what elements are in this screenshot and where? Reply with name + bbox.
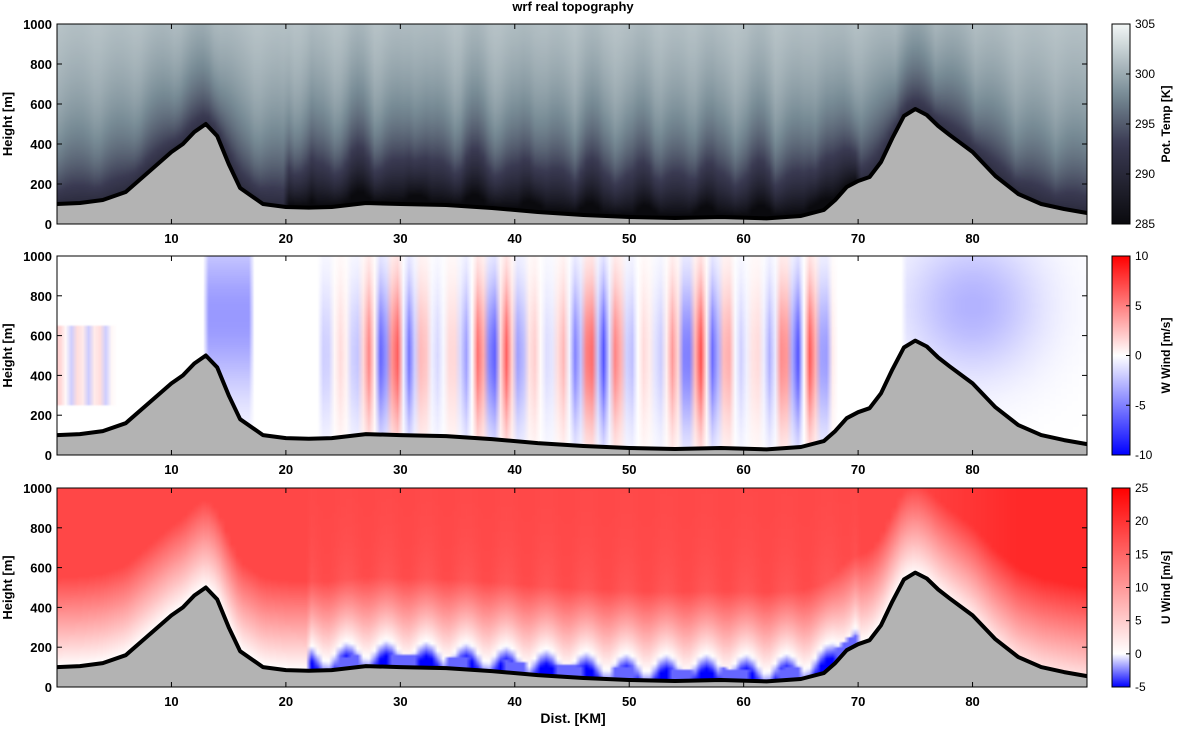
colorbar-tick-label: 305 [1135, 17, 1155, 31]
colorbar-tick-label: 5 [1135, 614, 1142, 628]
colorbar-tick-label: 10 [1135, 249, 1149, 263]
colorbar-tick-label: 0 [1135, 647, 1142, 661]
terrain-fill [57, 572, 1087, 687]
panel-w-wind: 10 20 30 40 50 60 70 8002004006008001000Height … [0, 249, 1173, 477]
y-tick-label: 400 [30, 368, 52, 383]
y-tick-label: 1000 [23, 17, 52, 32]
colorbar-tick-label: 0 [1135, 349, 1142, 363]
x-axis-label: Dist. [KM] [540, 710, 605, 726]
colorbar-label: W Wind [m/s] [1159, 318, 1173, 394]
plot-frame [56, 255, 1088, 456]
panel-u-wind: 10 20 30 40 50 60 70 8002004006008001000Height … [0, 481, 1173, 709]
x-tick-label: 10 [164, 462, 178, 477]
x-tick-label: 70 [851, 694, 865, 709]
y-axis-label: Height [m] [0, 323, 15, 387]
colorbar-tick-label: 20 [1135, 514, 1149, 528]
x-tick-label: 40 [508, 462, 522, 477]
y-tick-label: 600 [30, 561, 52, 576]
x-tick-label: 80 [965, 694, 979, 709]
colorbar-label: Pot. Temp [K] [1159, 85, 1173, 162]
terrain-fill [57, 109, 1087, 224]
terrain-outline [56, 107, 1088, 221]
y-tick-label: 200 [30, 640, 52, 655]
y-tick-label: 1000 [23, 481, 52, 496]
x-tick-label: 60 [736, 694, 750, 709]
colorbar-tick-label: -10 [1135, 448, 1153, 462]
y-tick-label: 200 [30, 177, 52, 192]
x-tick-label: 60 [736, 231, 750, 246]
y-axis-label: Height [m] [0, 555, 15, 619]
y-tick-label: 600 [30, 97, 52, 112]
x-tick-label: 50 [622, 231, 636, 246]
x-tick-label: 10 [164, 231, 178, 246]
x-tick-label: 20 [279, 462, 293, 477]
x-tick-label: 50 [622, 462, 636, 477]
y-tick-label: 800 [30, 289, 52, 304]
colorbar-tick-label: 290 [1135, 167, 1155, 181]
colorbar-tick-label: 285 [1135, 217, 1155, 231]
colorbar-tick-label: 25 [1135, 481, 1149, 495]
colorbar-tick-label: 5 [1135, 299, 1142, 313]
colorbar-tick-label: 10 [1135, 581, 1149, 595]
x-tick-label: 80 [965, 462, 979, 477]
y-tick-label: 1000 [23, 249, 52, 264]
colorbar-tick-label: 300 [1135, 67, 1155, 81]
x-tick-label: 20 [279, 231, 293, 246]
panel-potential-temperature: 10 20 30 40 50 60 70 8002004006008001000Height … [0, 17, 1173, 246]
plot-frame [56, 23, 1088, 225]
y-tick-label: 800 [30, 57, 52, 72]
x-tick-label: 10 [164, 694, 178, 709]
x-tick-label: 70 [851, 231, 865, 246]
x-tick-label: 20 [279, 694, 293, 709]
x-tick-label: 40 [508, 231, 522, 246]
y-tick-label: 0 [45, 680, 52, 695]
x-tick-label: 40 [508, 694, 522, 709]
y-tick-label: 0 [45, 448, 52, 463]
y-tick-label: 400 [30, 600, 52, 615]
terrain-outline [56, 338, 1088, 452]
x-tick-label: 80 [965, 231, 979, 246]
colorbar-label: U Wind [m/s] [1159, 551, 1173, 624]
x-tick-label: 30 [393, 694, 407, 709]
x-tick-label: 70 [851, 462, 865, 477]
x-tick-label: 30 [393, 462, 407, 477]
colorbar-tick-label: 15 [1135, 547, 1149, 561]
terrain-fill [57, 340, 1087, 455]
y-tick-label: 800 [30, 521, 52, 536]
y-tick-label: 0 [45, 217, 52, 232]
plot-frame [56, 487, 1088, 688]
colorbar-tick-label: -5 [1135, 398, 1146, 412]
terrain-outline [56, 570, 1088, 684]
y-axis-label: Height [m] [0, 92, 15, 156]
y-tick-label: 400 [30, 137, 52, 152]
y-tick-label: 600 [30, 329, 52, 344]
y-tick-label: 200 [30, 408, 52, 423]
colorbar-tick-label: -5 [1135, 680, 1146, 694]
x-tick-label: 60 [736, 462, 750, 477]
x-tick-label: 30 [393, 231, 407, 246]
figure-title: wrf real topography [511, 0, 634, 14]
x-tick-label: 50 [622, 694, 636, 709]
colorbar-tick-label: 295 [1135, 117, 1155, 131]
